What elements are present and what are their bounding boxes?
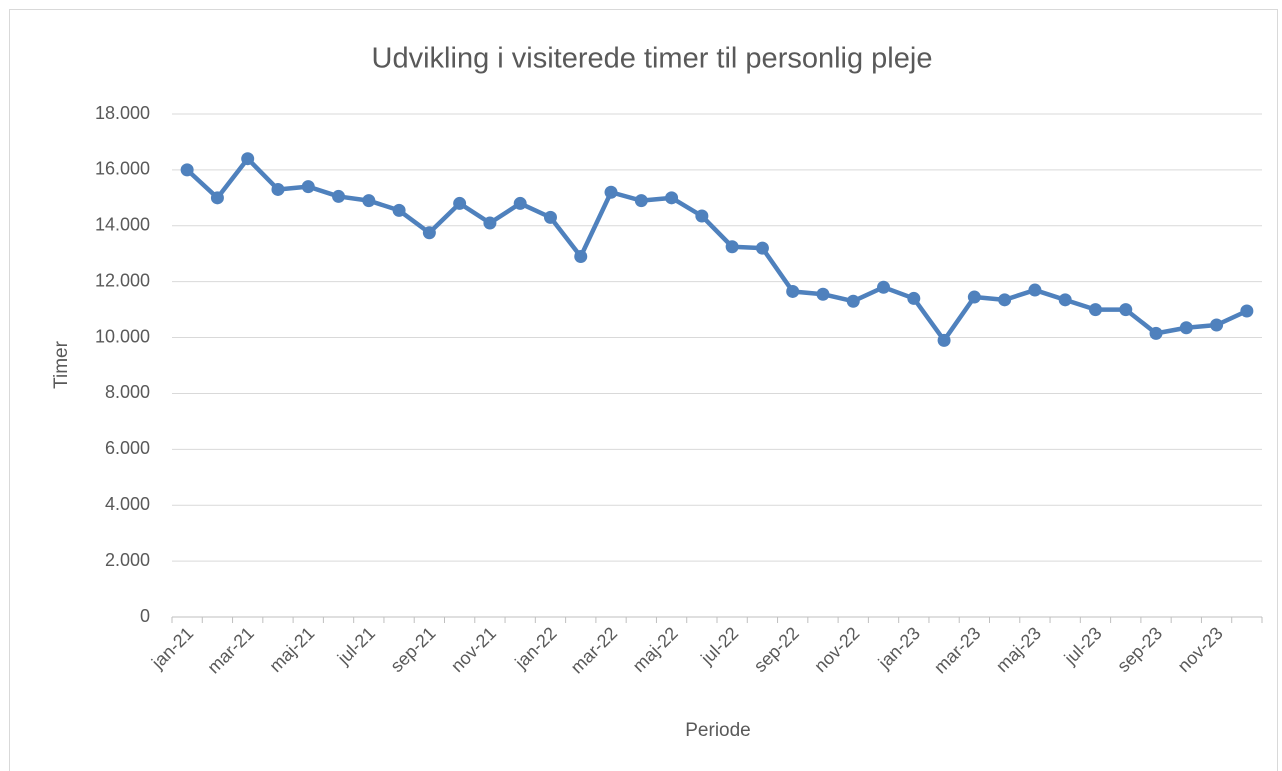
- data-point: [816, 287, 830, 301]
- data-point: [1058, 293, 1072, 307]
- y-tick-label: 16.000: [95, 159, 150, 179]
- x-axis-label: Periode: [685, 720, 751, 741]
- data-point: [301, 180, 315, 194]
- data-point: [786, 284, 800, 298]
- y-tick-label: 6.000: [105, 438, 150, 458]
- data-point: [332, 189, 346, 203]
- data-point: [1240, 304, 1254, 318]
- y-tick-label: 14.000: [95, 215, 150, 235]
- data-point: [967, 290, 981, 304]
- data-point: [241, 152, 255, 166]
- data-point: [422, 226, 436, 240]
- data-point: [271, 182, 285, 196]
- y-axis-label: Timer: [51, 340, 72, 389]
- data-point: [725, 240, 739, 254]
- y-tick-label: 8.000: [105, 382, 150, 402]
- y-tick-label: 4.000: [105, 494, 150, 514]
- chart-border: [9, 9, 1278, 771]
- data-point: [210, 191, 224, 205]
- y-tick-label: 18.000: [95, 103, 150, 123]
- y-tick-label: 12.000: [95, 270, 150, 290]
- data-point: [453, 196, 467, 210]
- data-point: [1119, 303, 1133, 317]
- data-point: [907, 291, 921, 305]
- data-point: [846, 294, 860, 308]
- data-point: [483, 216, 497, 230]
- data-point: [877, 280, 891, 294]
- data-point: [513, 196, 527, 210]
- data-point: [937, 333, 951, 347]
- data-point: [604, 185, 618, 199]
- data-point: [998, 293, 1012, 307]
- data-point: [574, 250, 588, 264]
- data-point: [362, 194, 376, 208]
- data-point: [755, 241, 769, 255]
- chart-title: Udvikling i visiterede timer til personl…: [372, 43, 933, 75]
- data-point: [180, 163, 194, 177]
- data-point: [1210, 318, 1224, 332]
- data-point: [634, 194, 648, 208]
- data-point: [1088, 303, 1102, 317]
- data-point: [392, 203, 406, 217]
- data-point: [1149, 326, 1163, 340]
- y-tick-label: 10.000: [95, 326, 150, 346]
- data-point: [1179, 321, 1193, 335]
- data-point: [695, 209, 709, 223]
- y-tick-label: 2.000: [105, 550, 150, 570]
- data-point: [665, 191, 679, 205]
- y-tick-label: 0: [140, 606, 150, 626]
- data-point: [1028, 283, 1042, 297]
- data-point: [543, 210, 557, 224]
